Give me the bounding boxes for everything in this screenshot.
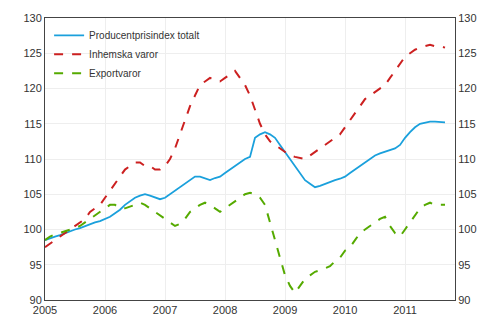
svg-text:Inhemska varor: Inhemska varor <box>89 49 159 60</box>
svg-text:2005: 2005 <box>33 304 57 316</box>
svg-text:2006: 2006 <box>93 304 117 316</box>
svg-text:125: 125 <box>23 47 41 59</box>
svg-text:105: 105 <box>458 188 476 200</box>
svg-text:120: 120 <box>458 82 476 94</box>
svg-text:2010: 2010 <box>333 304 357 316</box>
svg-text:Exportvaror: Exportvaror <box>89 68 141 79</box>
svg-text:105: 105 <box>23 188 41 200</box>
svg-text:100: 100 <box>458 223 476 235</box>
svg-text:115: 115 <box>24 118 42 130</box>
svg-text:2011: 2011 <box>393 304 417 316</box>
svg-text:130: 130 <box>23 12 41 24</box>
svg-text:Producentprisindex totalt: Producentprisindex totalt <box>89 30 199 41</box>
svg-text:100: 100 <box>23 223 41 235</box>
svg-text:110: 110 <box>458 153 476 165</box>
svg-text:90: 90 <box>458 294 470 306</box>
svg-text:95: 95 <box>458 259 470 271</box>
svg-text:95: 95 <box>30 259 42 271</box>
svg-text:2009: 2009 <box>273 304 297 316</box>
svg-text:120: 120 <box>23 82 41 94</box>
svg-text:110: 110 <box>24 153 42 165</box>
svg-text:130: 130 <box>458 12 476 24</box>
svg-text:2008: 2008 <box>213 304 237 316</box>
svg-text:2007: 2007 <box>153 304 177 316</box>
svg-text:125: 125 <box>458 47 476 59</box>
svg-text:90: 90 <box>30 294 42 306</box>
svg-text:115: 115 <box>458 118 476 130</box>
